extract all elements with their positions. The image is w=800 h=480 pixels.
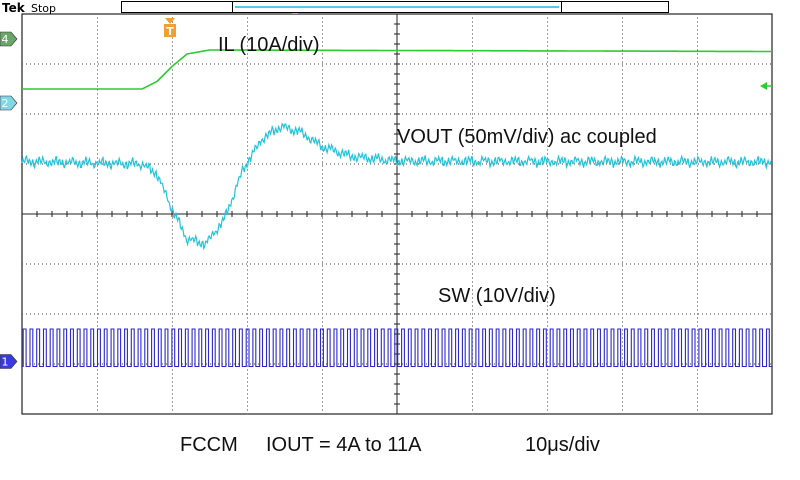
caption-iout: IOUT = 4A to 11A xyxy=(266,434,422,456)
channel-2-marker-label: 2 xyxy=(2,97,9,110)
acquisition-state: Stop xyxy=(31,2,57,15)
record-view-window xyxy=(232,1,562,13)
channel-1-marker-label: 1 xyxy=(2,356,9,369)
channel-4-marker xyxy=(0,31,18,47)
brand-logo: Tek xyxy=(2,1,25,15)
channel-2-marker xyxy=(0,95,18,111)
sw-trace-label: SW (10V/div) xyxy=(438,285,556,307)
sw-trace xyxy=(22,328,772,368)
grid-dots xyxy=(22,13,771,415)
channel-markers: 4 2 1 xyxy=(0,31,18,369)
trigger-marker-label: T xyxy=(166,25,174,38)
channel-4-marker-label: 4 xyxy=(2,33,9,46)
center-axis-ticks xyxy=(21,13,773,415)
caption-mode: FCCM xyxy=(180,434,238,456)
graticule xyxy=(21,13,773,415)
trigger-marker: T xyxy=(164,18,176,38)
il-trace-label: IL (10A/div) xyxy=(218,34,320,56)
caption-timebase: 10μs/div xyxy=(525,434,600,456)
channel-1-marker xyxy=(0,354,18,369)
il-trace xyxy=(22,49,772,90)
vout-trace-label: VOUT (50mV/div) ac coupled xyxy=(397,126,657,148)
vout-trace xyxy=(21,122,773,251)
traces xyxy=(21,49,773,368)
trigger-level-marker xyxy=(760,82,772,90)
